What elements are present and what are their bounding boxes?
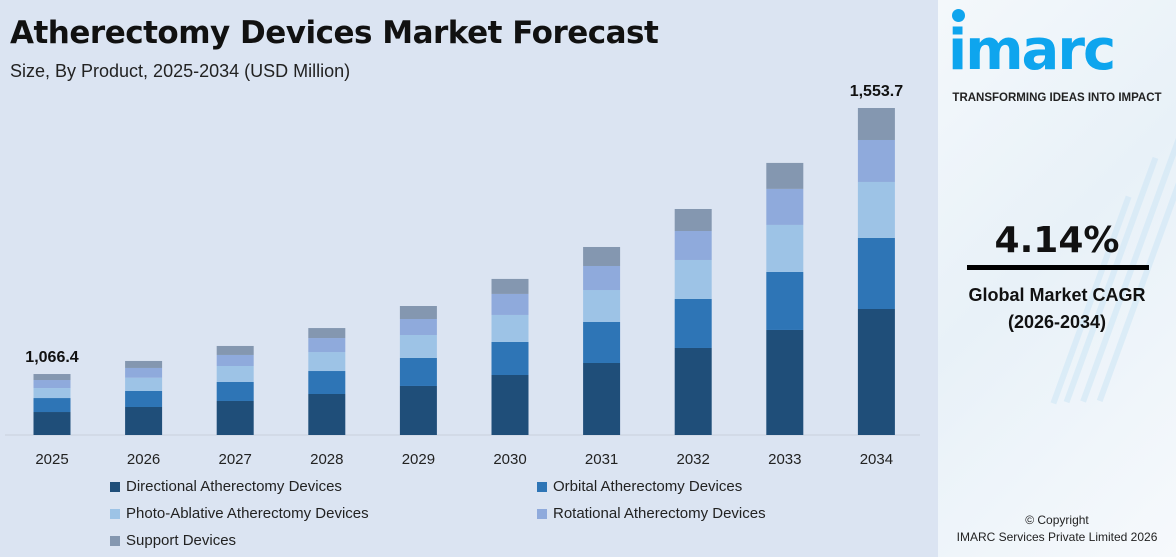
x-tick-label: 2030: [493, 451, 526, 468]
bar-segment-2025-4: [33, 374, 71, 381]
legend-swatch: [537, 509, 547, 519]
bar-segment-2033-0: [766, 329, 804, 435]
data-label-total: 1,553.7: [850, 83, 903, 100]
logo-dot: [952, 9, 965, 22]
x-tick-label: 2034: [860, 451, 893, 468]
bar-segment-2028-0: [308, 394, 346, 435]
bar-segment-2027-2: [216, 365, 254, 382]
bar-segment-2031-0: [583, 362, 621, 435]
legend-swatch: [110, 509, 120, 519]
bar-segment-2026-0: [125, 406, 163, 435]
legend-label: Orbital Atherectomy Devices: [553, 478, 743, 495]
bar-segment-2030-4: [491, 278, 529, 294]
bar-segment-2033-4: [766, 162, 804, 189]
x-tick-label: 2027: [219, 451, 252, 468]
chart-subtitle: Size, By Product, 2025-2034 (USD Million…: [10, 61, 351, 81]
bar-segment-2034-4: [857, 108, 895, 140]
cagr-label: Global Market CAGR (2026-2034): [938, 282, 1176, 336]
bar-segment-2029-2: [399, 334, 437, 358]
bar-segment-2025-1: [33, 398, 71, 413]
bar-segment-2026-2: [125, 377, 163, 391]
bar-segment-2033-3: [766, 188, 804, 225]
legend-label: Support Devices: [126, 532, 237, 549]
chart-title: Atherectomy Devices Market Forecast: [10, 15, 659, 51]
legend-label: Rotational Atherectomy Devices: [553, 505, 766, 522]
bar-segment-2031-1: [583, 321, 621, 363]
bar-segment-2032-3: [674, 230, 712, 260]
bar-segment-2028-4: [308, 328, 346, 339]
bar-segment-2034-3: [857, 139, 895, 182]
x-tick-label: 2026: [127, 451, 160, 468]
bar-segment-2027-3: [216, 354, 254, 366]
legend-item-photo-ablative: Photo-Ablative Atherectomy Devices: [110, 505, 369, 523]
copyright-line1: © Copyright: [1025, 513, 1089, 527]
bar-segment-2029-0: [399, 385, 437, 435]
bar-segment-2029-3: [399, 318, 437, 335]
bar-segment-2029-4: [399, 306, 437, 319]
cagr-divider: [967, 265, 1149, 270]
legend-item-rotational: Rotational Atherectomy Devices: [537, 505, 766, 523]
stacked-bar-chart: 2025 1,066.4 2026 2027 2028 2029 2030 2031 2032 2…: [5, 83, 920, 468]
legend-swatch: [537, 482, 547, 492]
bar-segment-2029-1: [399, 357, 437, 386]
x-tick-label: 2025: [35, 451, 68, 468]
bar-segment-2034-2: [857, 181, 895, 238]
cagr-value: 4.14%: [994, 220, 1120, 261]
bar-segment-2028-2: [308, 352, 346, 372]
bar-segment-2034-0: [857, 309, 895, 435]
x-tick-label: 2029: [402, 451, 435, 468]
bar-segment-2030-3: [491, 293, 529, 315]
legend-swatch: [110, 482, 120, 492]
bar-segment-2025-0: [33, 412, 71, 435]
bar-segment-2033-2: [766, 224, 804, 272]
bar-segment-2034-1: [857, 237, 895, 310]
legend-item-orbital: Orbital Atherectomy Devices: [537, 478, 742, 496]
cagr-label-line2: (2026-2034): [1007, 312, 1107, 332]
bar-segment-2030-1: [491, 341, 529, 376]
legend-label: Directional Atherectomy Devices: [126, 478, 342, 495]
bar-segment-2027-0: [216, 400, 254, 435]
bar-segment-2026-1: [125, 390, 163, 407]
bar-segment-2031-4: [583, 246, 621, 266]
copyright-line2: IMARC Services Private Limited 2026: [956, 530, 1158, 544]
cagr-label-line1: Global Market CAGR: [968, 285, 1146, 305]
x-tick-label: 2028: [310, 451, 343, 468]
bar-segment-2028-3: [308, 338, 346, 353]
chart-panel: 2025 1,066.4 2026 2027 2028 2029 2030 2031 2032 2…: [5, 15, 920, 550]
legend-swatch: [110, 536, 120, 546]
bar-segment-2030-0: [491, 375, 529, 435]
bar-segment-2026-4: [125, 360, 163, 368]
bar-segment-2032-4: [674, 208, 712, 231]
bar-segment-2033-1: [766, 271, 804, 330]
legend-label: Photo-Ablative Atherectomy Devices: [126, 505, 369, 522]
x-tick-label: 2033: [768, 451, 801, 468]
imarc-logo: imarc: [948, 18, 1116, 83]
brand-tagline: TRANSFORMING IDEAS INTO IMPACT: [952, 92, 1162, 104]
bar-segment-2027-4: [216, 345, 254, 355]
background-decoration: [1080, 137, 1176, 403]
x-tick-label: 2031: [585, 451, 618, 468]
bar-segment-2025-2: [33, 388, 71, 399]
data-label-total: 1,066.4: [25, 349, 78, 366]
bar-segment-2025-3: [33, 380, 71, 389]
copyright: © Copyright IMARC Services Private Limit…: [938, 512, 1176, 546]
bar-segment-2027-1: [216, 381, 254, 401]
legend-item-support: Support Devices: [110, 532, 236, 550]
bar-segment-2031-2: [583, 290, 621, 322]
legend-item-directional: Directional Atherectomy Devices: [110, 478, 342, 496]
bar-segment-2032-2: [674, 259, 712, 299]
bar-segment-2028-1: [308, 371, 346, 395]
bar-segment-2031-3: [583, 265, 621, 291]
bar-segment-2030-2: [491, 314, 529, 342]
bar-segment-2032-0: [674, 347, 712, 435]
brand-panel: imarc TRANSFORMING IDEAS INTO IMPACT 4.1…: [938, 0, 1176, 557]
bar-segment-2026-3: [125, 367, 163, 378]
bar-segment-2032-1: [674, 298, 712, 348]
x-tick-label: 2032: [677, 451, 710, 468]
